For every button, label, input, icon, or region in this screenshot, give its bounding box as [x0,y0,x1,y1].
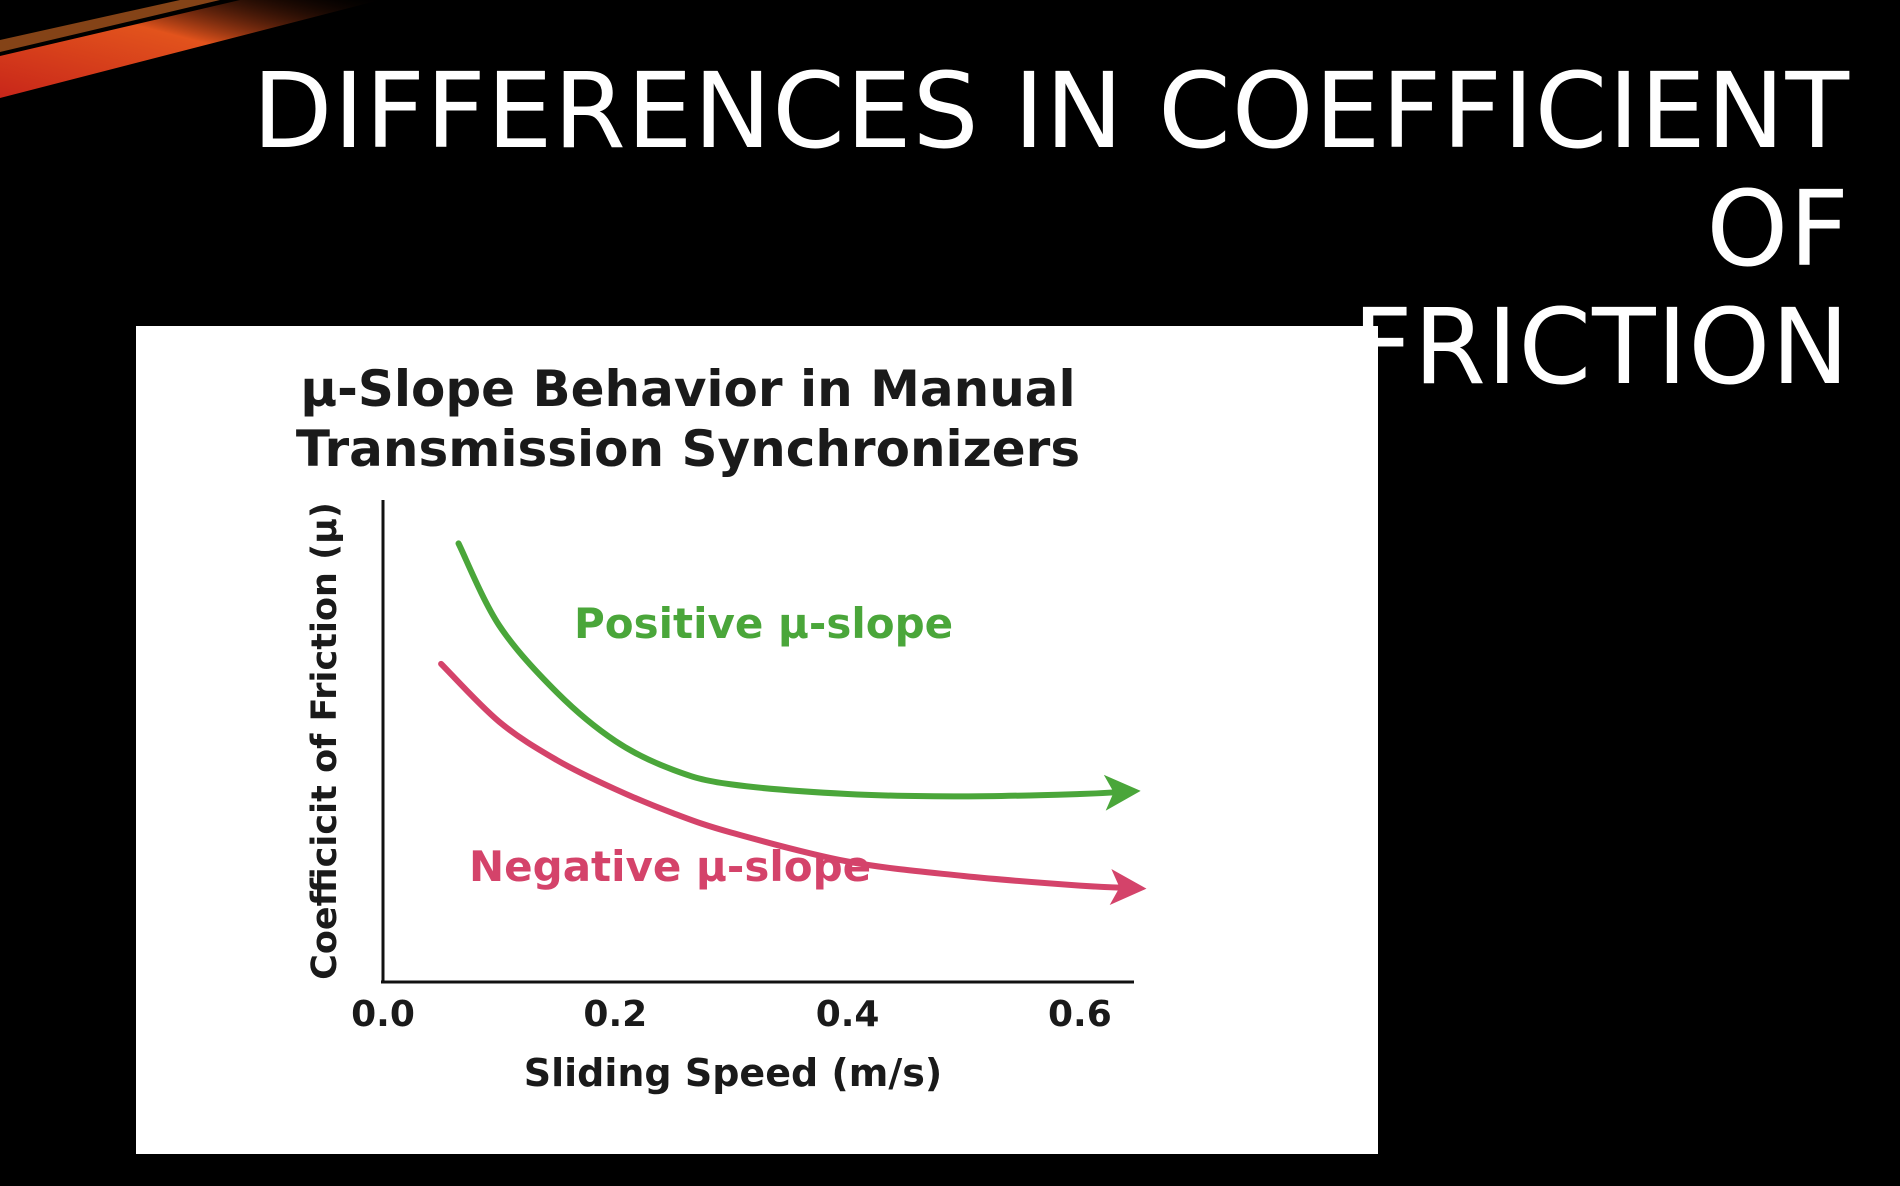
chart-panel: μ-Slope Behavior in Manual Transmission … [136,326,1378,1154]
y-axis-label: Coefficicit of Friction (μ) [305,502,345,980]
series-line-positive [455,540,1141,811]
series-label-negative: Negative μ-slope [469,842,871,891]
x-tick-label: 0.0 [351,994,415,1035]
series-line-negative [438,660,1147,905]
x-tick-label: 0.4 [816,994,880,1035]
x-tick-label: 0.2 [583,994,647,1035]
corner-accent-stripe [0,0,420,110]
slide-title-line-1: DIFFERENCES IN COEFFICIENT OF [252,50,1850,290]
friction-chart: μ-Slope Behavior in Manual Transmission … [296,360,1147,1095]
series-layer [438,540,1147,905]
slide-title: DIFFERENCES IN COEFFICIENT OF FRICTION [150,52,1850,406]
x-axis-label: Sliding Speed (m/s) [524,1051,943,1095]
slide-title-line-2: FRICTION [1352,286,1850,408]
x-tick-label: 0.6 [1048,994,1112,1035]
x-tick-labels: 0.0 0.2 0.4 0.6 [351,994,1112,1035]
series-label-positive: Positive μ-slope [574,599,953,648]
chart-title-line-1: μ-Slope Behavior in Manual [300,360,1075,418]
chart-title-line-2: Transmission Synchronizers [296,420,1080,478]
